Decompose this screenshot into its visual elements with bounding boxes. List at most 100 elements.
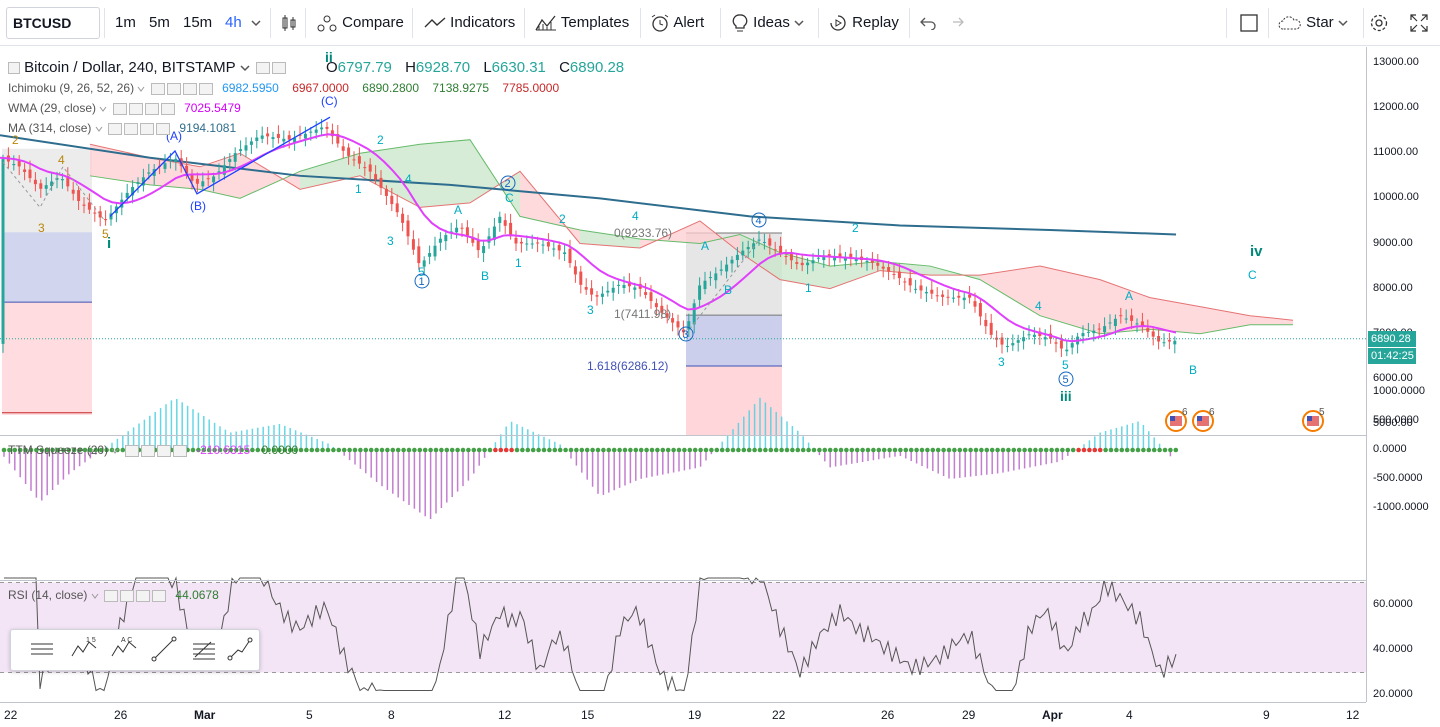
divider <box>305 8 306 38</box>
rsi-legend[interactable]: RSI (14, close) 44.0678 <box>8 588 219 602</box>
candle-body <box>552 248 556 250</box>
ttm-squeeze-dot <box>622 447 628 453</box>
close-icon[interactable] <box>156 444 171 457</box>
ttm-squeeze-dot <box>709 447 714 453</box>
eye-icon[interactable] <box>112 102 127 115</box>
trendline-tool-button[interactable] <box>149 634 183 668</box>
ttm-squeeze-dot <box>1087 447 1092 453</box>
ttm-squeeze-dot <box>336 447 342 453</box>
fib-tool-button[interactable] <box>189 634 223 668</box>
more-icon[interactable] <box>160 102 175 115</box>
ttm-squeeze-dot <box>433 447 439 453</box>
fib-box-blue <box>686 315 782 366</box>
star-button[interactable]: Star <box>1278 0 1348 46</box>
price-axis[interactable]: 13000.00 12000.00 11000.00 10000.00 9000.00 8… <box>1366 47 1440 702</box>
wave-circle-label: 2 <box>505 178 511 190</box>
redo-button[interactable] <box>948 0 964 46</box>
ideas-button[interactable]: Ideas <box>731 0 804 46</box>
price-chart[interactable]: ii(C)(A)(B)iiiiiv0(9233.76)1(7411.98)1.6… <box>0 47 1366 702</box>
alert-button[interactable]: Alert <box>650 0 704 46</box>
price-axis-label: 13000.00 <box>1373 56 1419 68</box>
lines-tool-button[interactable] <box>27 634 61 668</box>
candle-body <box>557 245 561 251</box>
ttm-squeeze-dot <box>412 447 417 453</box>
pane-divider[interactable] <box>0 435 1366 436</box>
chevron-down-icon[interactable] <box>99 106 107 112</box>
gear-icon[interactable] <box>128 102 143 115</box>
interval-5m[interactable]: 5m <box>149 14 170 31</box>
close-icon[interactable] <box>182 82 197 95</box>
candle-body <box>282 138 286 142</box>
gear-icon[interactable] <box>140 444 155 457</box>
eye-icon[interactable] <box>104 589 119 602</box>
ttm-legend[interactable]: TTM Squeeze (20) -210.6315 0.0000 <box>8 443 298 457</box>
compare-icon <box>317 15 337 32</box>
compare-button[interactable]: Compare <box>316 0 404 46</box>
more-icon[interactable] <box>156 122 171 135</box>
close-icon[interactable] <box>140 122 155 135</box>
gear-icon[interactable] <box>271 62 286 75</box>
eye-icon[interactable] <box>124 444 139 457</box>
wave-abc-tool-button[interactable]: A C <box>109 634 143 668</box>
candle-body <box>827 254 831 258</box>
eye-icon[interactable] <box>150 82 165 95</box>
path-tool-button[interactable] <box>225 634 259 668</box>
templates-button[interactable]: Templates <box>535 0 629 46</box>
ttm-squeeze-dot <box>34 447 39 453</box>
indicators-button[interactable]: Indicators <box>424 0 515 46</box>
collapse-icon[interactable] <box>8 62 20 75</box>
time-axis[interactable]: 22 26 Mar 5 8 12 15 19 22 26 29 Apr 4 9 12 <box>0 702 1366 727</box>
candle-body <box>919 285 923 291</box>
chevron-down-icon[interactable] <box>111 448 119 454</box>
more-icon[interactable] <box>172 444 187 457</box>
ttm-squeeze-dot <box>363 447 369 453</box>
candle-body <box>703 280 707 290</box>
ttm-squeeze-dot <box>800 447 806 453</box>
symbol-search[interactable]: BTCUSD <box>6 7 100 39</box>
close-icon[interactable] <box>136 589 151 602</box>
replay-button[interactable]: Replay <box>828 0 899 46</box>
gear-icon[interactable] <box>166 82 181 95</box>
close-icon[interactable] <box>144 102 159 115</box>
eye-icon[interactable] <box>255 62 270 75</box>
undo-button[interactable] <box>920 0 936 46</box>
more-icon[interactable] <box>152 589 167 602</box>
wave-15-tool-button[interactable]: 1 5 <box>69 634 103 668</box>
ma-legend[interactable]: MA (314, close) 9194.1081 <box>8 121 236 135</box>
replay-icon <box>830 15 846 31</box>
wma-line <box>0 133 1177 343</box>
wave-count-label: 5 <box>102 227 109 241</box>
interval-15m[interactable]: 15m <box>183 14 213 31</box>
interval-dropdown-icon[interactable] <box>251 0 261 46</box>
candle-type-icon[interactable] <box>281 0 297 46</box>
chevron-down-icon[interactable] <box>240 64 250 72</box>
ttm-squeeze-dot <box>1011 447 1017 453</box>
rsi-axis-label: 60.0000 <box>1373 598 1413 610</box>
settings-button[interactable] <box>1369 0 1389 46</box>
chevron-down-icon[interactable] <box>137 86 145 92</box>
chevron-down-icon[interactable] <box>95 126 103 132</box>
eye-icon[interactable] <box>108 122 123 135</box>
alert-label: Alert <box>673 14 705 31</box>
interval-1m[interactable]: 1m <box>115 14 136 31</box>
candle-body <box>411 239 415 250</box>
candle-body <box>870 260 874 263</box>
wave-circle-marker <box>678 326 694 342</box>
gear-icon[interactable] <box>124 122 139 135</box>
interval-4h[interactable]: 4h <box>225 14 242 31</box>
pane-divider[interactable] <box>0 580 1366 581</box>
chevron-down-icon[interactable] <box>91 593 99 599</box>
candle-body <box>714 273 718 281</box>
ichimoku-legend[interactable]: Ichimoku (9, 26, 52, 26) 6982.5950 6967.… <box>8 81 559 95</box>
ttm-squeeze-dot <box>482 447 487 453</box>
ichimoku-cloud-segment <box>740 234 780 280</box>
ttm-squeeze-dot <box>1065 447 1071 453</box>
more-icon[interactable] <box>198 82 213 95</box>
ttm-squeeze-dot <box>460 447 466 453</box>
candle-body <box>136 182 140 184</box>
gear-icon[interactable] <box>120 589 135 602</box>
ttm-squeeze-dot <box>368 447 374 453</box>
wma-legend[interactable]: WMA (29, close) 7025.5479 <box>8 101 241 115</box>
fullscreen-chart-button[interactable] <box>1240 0 1258 46</box>
fullscreen-button[interactable] <box>1410 0 1428 46</box>
